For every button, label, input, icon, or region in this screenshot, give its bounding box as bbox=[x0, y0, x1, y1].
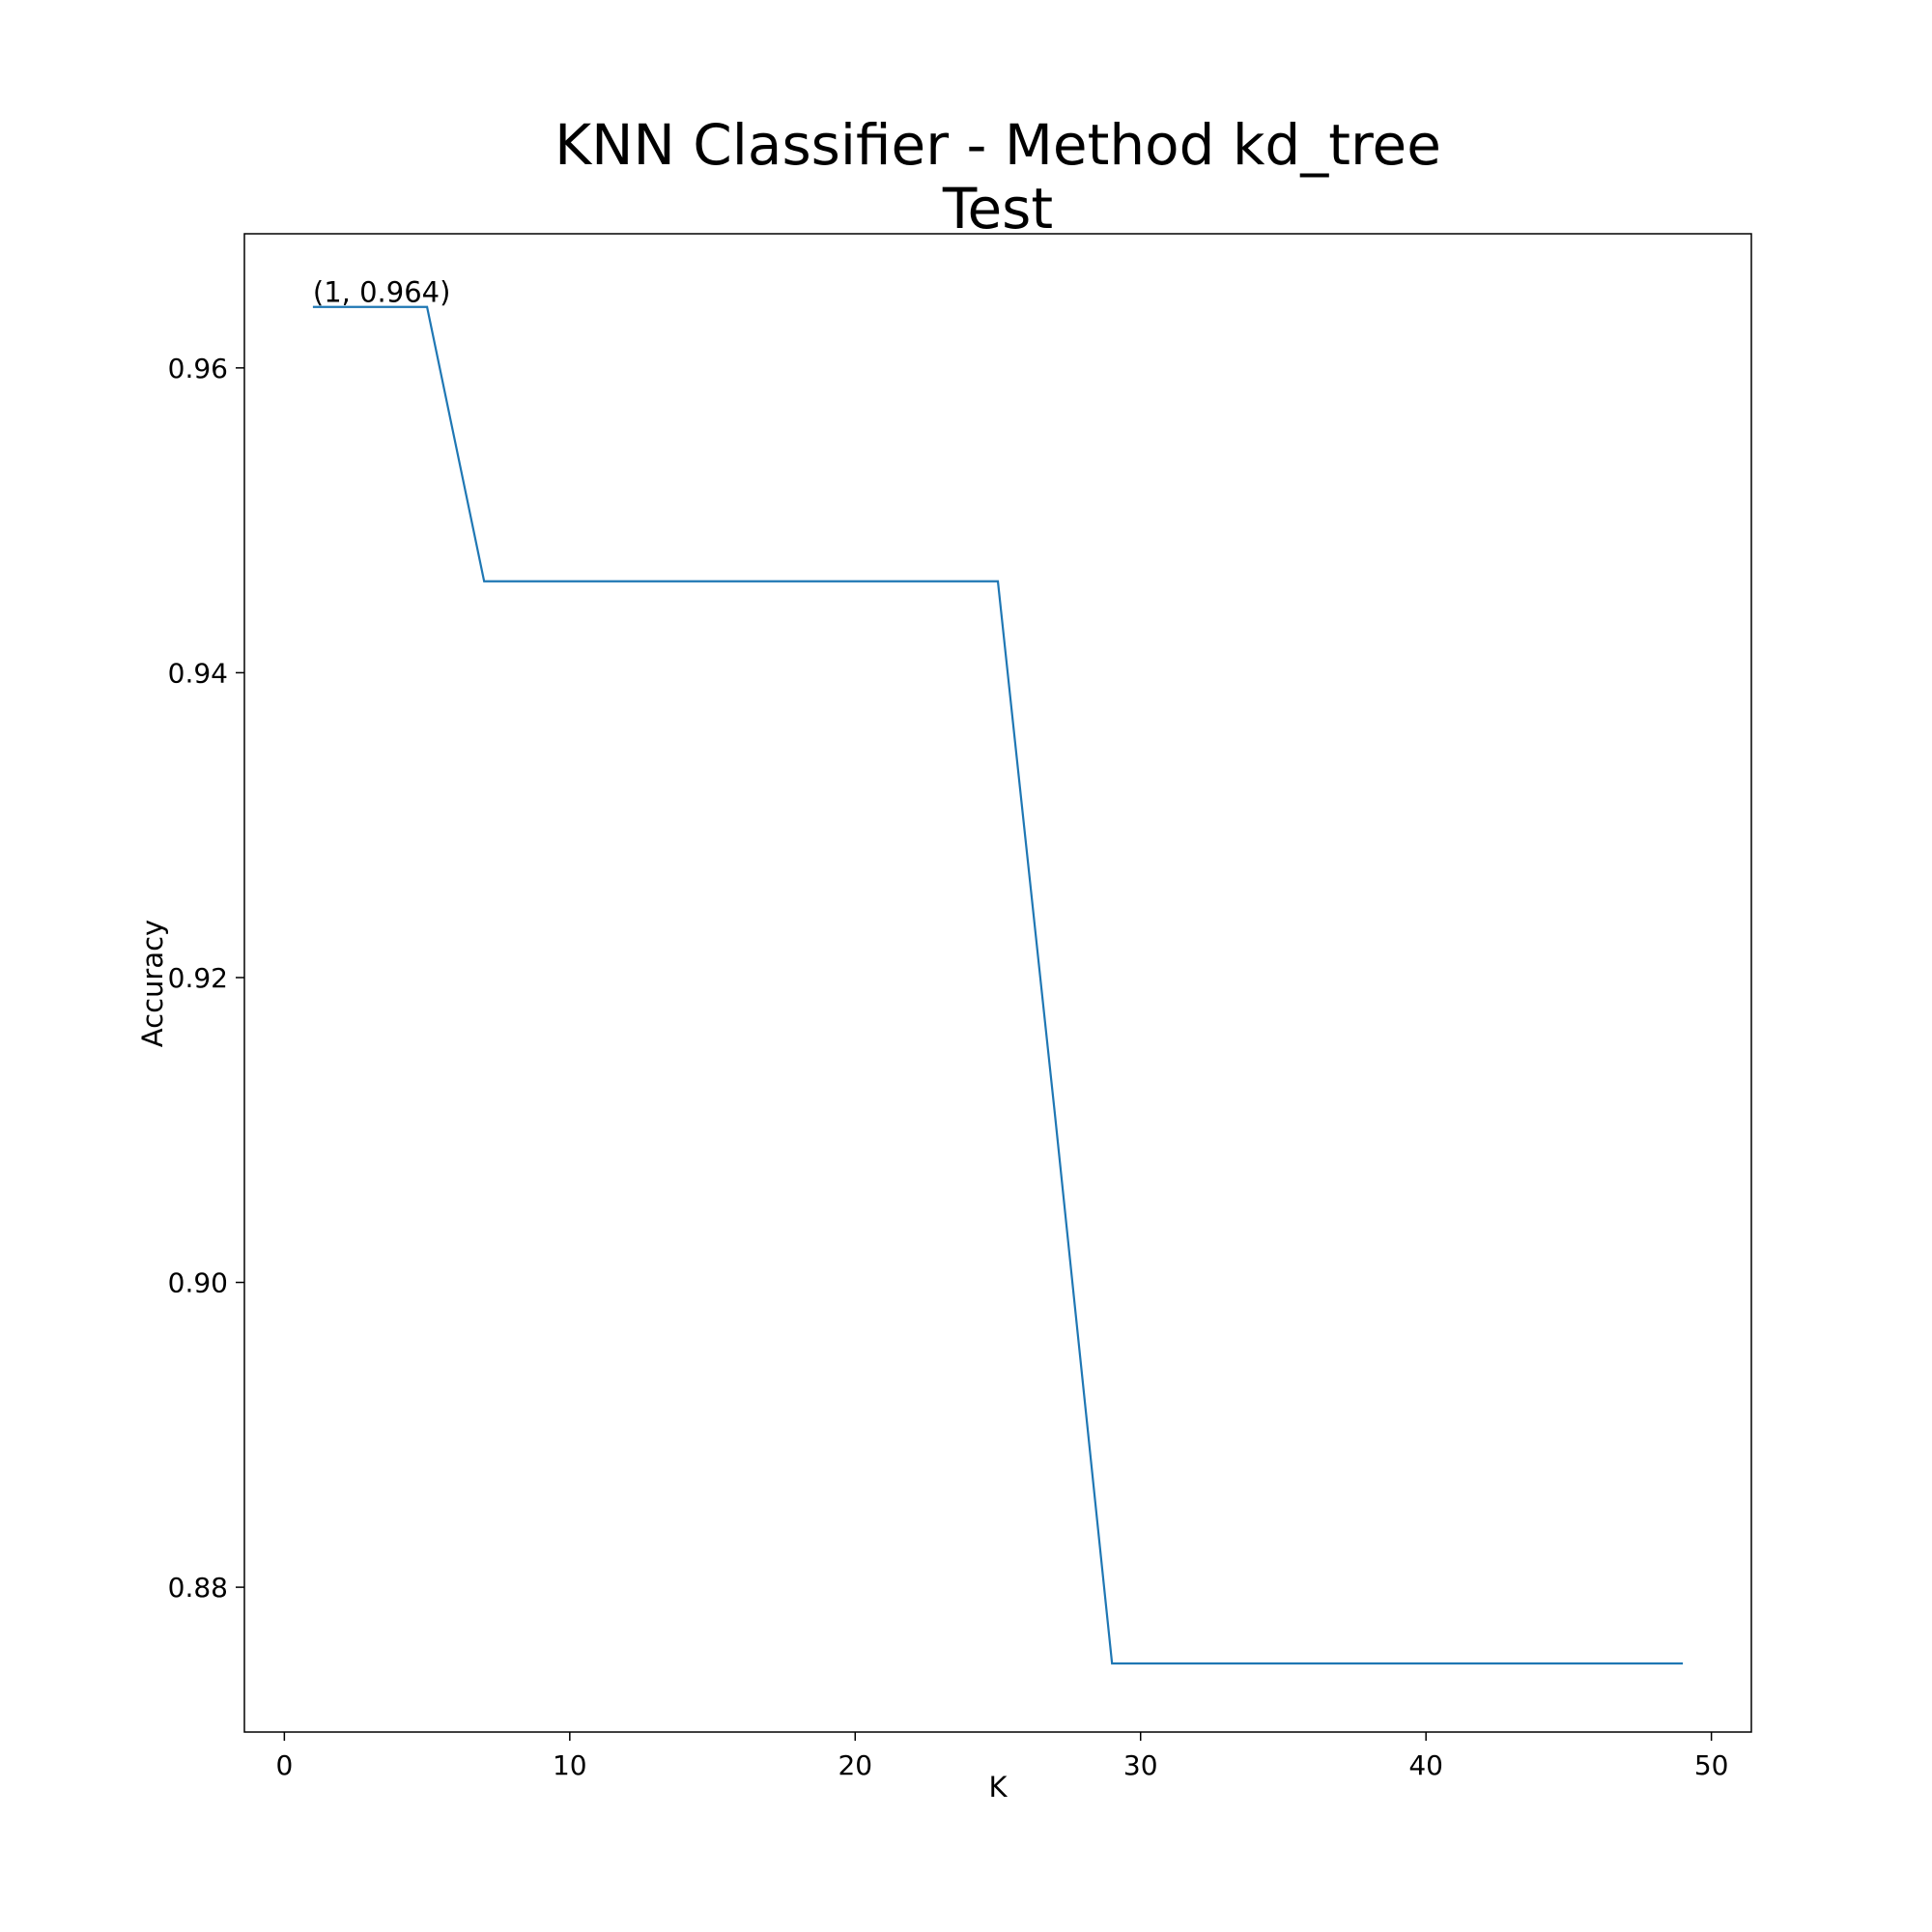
chart-title: KNN Classifier - Method kd_tree bbox=[554, 112, 1441, 178]
chart-subtitle: Test bbox=[942, 176, 1053, 242]
y-axis-label: Accuracy bbox=[136, 920, 169, 1047]
y-tick-label: 0.88 bbox=[168, 1572, 228, 1604]
x-tick-label: 0 bbox=[275, 1749, 293, 1781]
axes-frame bbox=[243, 233, 1752, 1733]
x-axis-label: K bbox=[988, 1771, 1008, 1804]
annotation-label: (1, 0.964) bbox=[313, 276, 451, 309]
axes: 0 10 20 30 40 50 0.88 0.90 0.92 0.94 0.96 bbox=[168, 233, 1752, 1781]
plot-area: (1, 0.964) bbox=[312, 276, 1684, 1665]
x-tick-label: 30 bbox=[1123, 1749, 1158, 1781]
y-tick-label: 0.94 bbox=[168, 657, 228, 689]
series-line-0 bbox=[312, 305, 1684, 1665]
y-tick-label: 0.92 bbox=[168, 962, 228, 994]
x-tick-label: 10 bbox=[553, 1749, 587, 1781]
x-tick-label: 50 bbox=[1694, 1749, 1729, 1781]
y-tick-label: 0.96 bbox=[168, 353, 228, 384]
x-tick-label: 20 bbox=[838, 1749, 872, 1781]
y-tick-label: 0.90 bbox=[168, 1267, 228, 1299]
x-tick-label: 40 bbox=[1408, 1749, 1443, 1781]
